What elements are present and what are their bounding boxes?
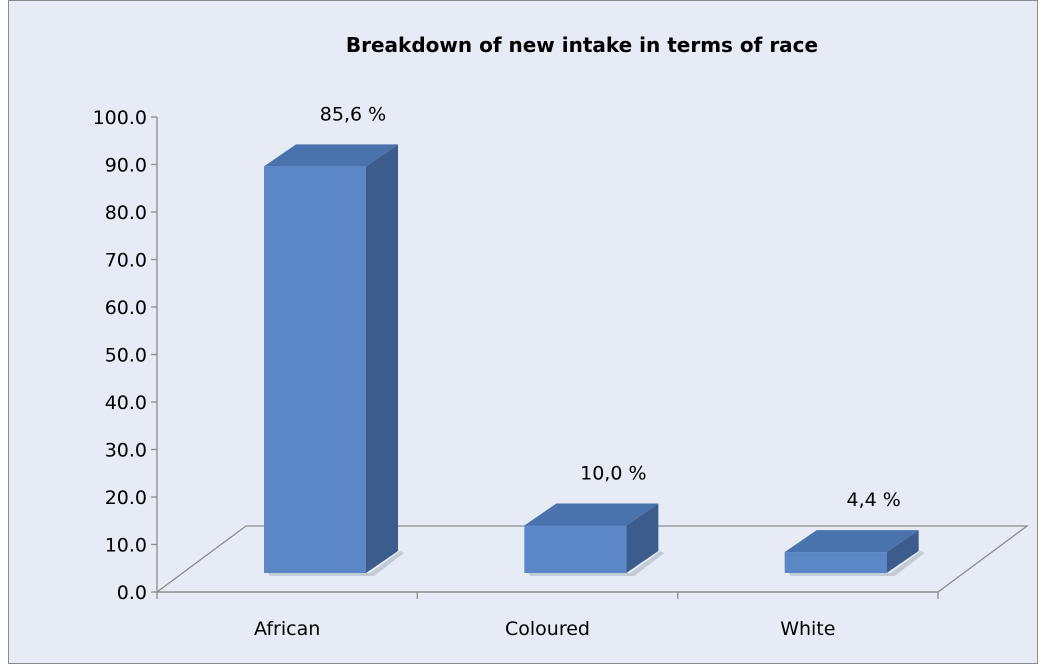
bar-shadow — [788, 551, 925, 576]
bar-shadow — [528, 551, 665, 576]
y-tick-label: 40.0 — [105, 392, 147, 414]
data-label: 10,0 % — [580, 463, 646, 485]
bar-shadow — [268, 551, 404, 576]
y-tick-label: 30.0 — [105, 440, 147, 462]
axes: 0.0 10.0 20.0 30.0 40.0 50.0 60.0 70.0 80.0 90.0 1… — [93, 107, 939, 604]
bars — [264, 144, 925, 576]
bar — [264, 144, 404, 576]
y-tick-label: 20.0 — [105, 487, 147, 509]
y-tick-label: 100.0 — [93, 107, 147, 129]
labels: 85,6 % African 10,0 % Coloured 4,4 % White — [254, 103, 901, 640]
y-tick-label: 90.0 — [105, 155, 147, 177]
chart-title: Breakdown of new intake in terms of race — [346, 33, 818, 57]
y-tick-label: 0.0 — [117, 582, 147, 604]
bar-top — [264, 144, 398, 167]
x-tick-label: Coloured — [505, 618, 590, 640]
data-label: 85,6 % — [320, 103, 386, 125]
bar-top — [524, 503, 659, 526]
bar-side — [626, 503, 659, 573]
bar — [784, 530, 925, 576]
bar-front — [784, 552, 887, 573]
bar-front — [264, 166, 366, 573]
x-tick-label: White — [780, 618, 835, 640]
bar-side — [366, 144, 398, 573]
y-tick-label: 80.0 — [105, 202, 147, 224]
y-tick-label: 70.0 — [105, 250, 147, 272]
bar-side — [886, 530, 919, 573]
y-tick-label: 60.0 — [105, 297, 147, 319]
x-tick-label: African — [254, 618, 320, 640]
data-label: 4,4 % — [847, 489, 901, 511]
bar-front — [524, 525, 627, 573]
bar — [524, 503, 665, 576]
y-tick-label: 10.0 — [105, 535, 147, 557]
y-tick-label: 50.0 — [105, 345, 147, 367]
bar-top — [784, 530, 919, 553]
